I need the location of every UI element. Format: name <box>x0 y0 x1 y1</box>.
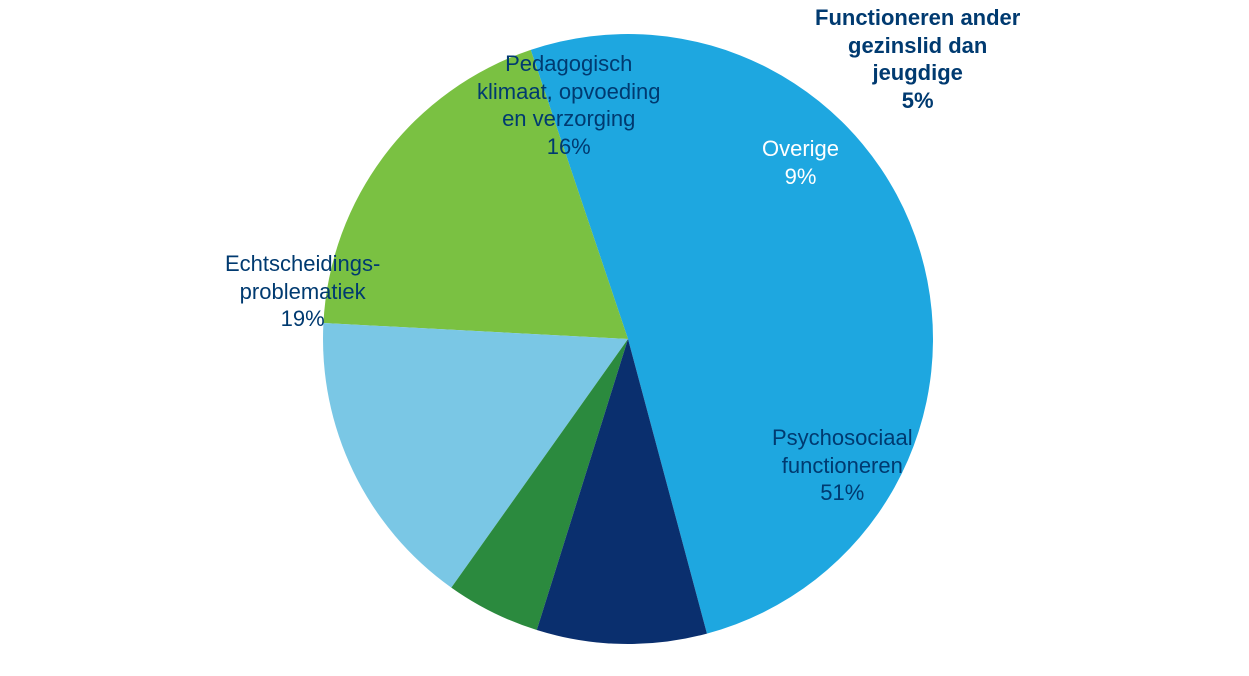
pie-chart <box>0 0 1249 676</box>
